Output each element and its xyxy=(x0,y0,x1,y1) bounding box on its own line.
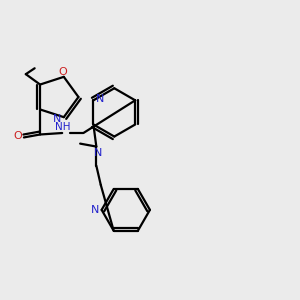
Text: N: N xyxy=(53,114,61,124)
Text: O: O xyxy=(14,131,22,141)
Text: N: N xyxy=(94,148,102,158)
Text: N: N xyxy=(91,205,99,215)
Text: N: N xyxy=(96,94,104,104)
Text: O: O xyxy=(58,67,67,76)
Text: NH: NH xyxy=(55,122,70,131)
